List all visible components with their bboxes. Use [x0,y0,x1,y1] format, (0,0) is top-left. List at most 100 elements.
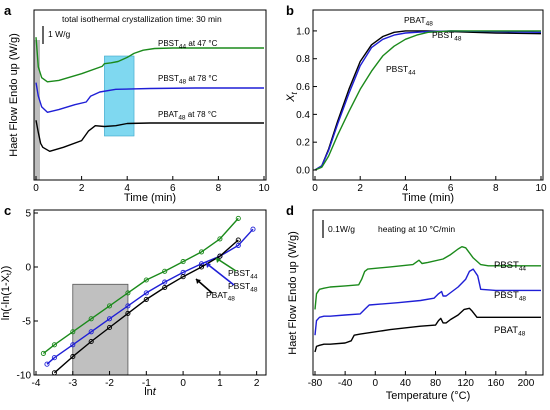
panel-c-point-pbat48 [106,324,113,331]
panel-d-series-line-pbat48 [314,307,541,353]
panel-a-x-tick-label: 8 [216,183,222,194]
panel-c-point-pbst44 [51,342,57,348]
panel-c-point-pbst44 [70,329,76,335]
panel-c-point-pbat48 [125,310,131,316]
panel-c-series-line-pbst44 [42,217,239,354]
panel-d-x-tick-label: 200 [518,378,535,389]
panel-b-y-tick-label: 0.0 [296,166,310,177]
panel-c-point-pbst44 [106,303,113,309]
panel-c-y-tick-label: 0 [25,263,31,274]
panel-c-x-tick-label: 0 [180,378,186,389]
panel-a-highlight-box [104,55,135,137]
panel-d-series-label-pbst44: PBST44 [494,260,526,273]
panel-a-x-tick-label: 2 [79,183,85,194]
panel-c-arrowhead [196,279,201,284]
panel-c-point-pbst44 [88,316,94,322]
panel-c-y-tick-label: -10 [17,371,32,382]
panel-d-xlabel: Temperature (°C) [386,390,470,402]
panel-a-annotation: total isothermal crystallization time: 3… [62,14,222,24]
panel-c-point-pbat48 [235,237,241,243]
panel-a-xlabel: Time (min) [124,192,176,204]
panel-d-ylabel: Haet Flow Endo up (W/g) [287,231,299,355]
panel-b-x-tick-label: 10 [535,183,547,194]
panel-a-scalebar-label: 1 W/g [48,29,70,39]
panel-d-x-tick-label: -40 [338,378,353,389]
panel-c-arrowhead [206,263,211,268]
panel-b: b 0 2 4 6 8 10 0.00.20.40.60.81.0 Time (min) … [285,3,547,204]
panel-b-x-tick-label: 0 [312,183,318,194]
panel-a-series-line-pbst44 [35,37,264,83]
panel-c-point-pbst48 [250,226,256,232]
panel-b-series-line-pbst44 [314,30,541,171]
panel-c-x-tick-label: -2 [105,378,114,389]
panel-a-frame [33,9,267,181]
panel-c-x-tick-label: -3 [68,378,77,389]
panel-a: a total isothermal crystallization time:… [4,3,270,204]
panel-b-x-tick-label: 8 [493,183,499,194]
panel-c-xlabel: lnt [144,386,157,398]
panel-c-point-pbst44 [217,236,223,242]
panel-c-y-tick-label: -5 [22,317,31,328]
panel-b-label: b [286,3,294,18]
panel-d-annotation: heating at 10 °C/min [378,224,455,234]
panel-c-point-pbat48 [180,274,186,280]
panel-c-point-pbat48 [88,338,94,345]
panel-a-series-label-pbst44: PBST44 at 47 °C [158,39,218,51]
panel-d-series-label-pbat48: PBAT48 [494,325,526,338]
panel-d-frame [312,209,544,376]
panel-c-point-pbst48 [44,361,50,367]
panel-c-point-pbst48 [70,342,76,348]
panel-d-label: d [286,203,294,218]
panel-b-y-tick-label: 0.6 [296,82,310,93]
panel-c-point-pbst48 [125,303,131,309]
panel-a-x-tick-label: 6 [170,183,176,194]
panel-b-xlabel: Time (min) [402,192,454,204]
panel-c-point-pbst48 [88,329,94,335]
panel-b-y-tick-label: 0.8 [296,54,310,65]
panel-a-initial-shade [34,40,40,180]
panel-c-y-tick-label: 5 [25,209,31,220]
panel-d-scalebar-label: 0.1W/g [328,224,355,234]
panel-c-point-pbst44 [143,277,149,283]
panel-c-point-pbst48 [162,279,168,285]
panel-c-point-pbst48 [143,290,149,296]
panel-c-point-pbst48 [198,261,205,267]
panel-a-x-tick-label: 10 [258,183,270,194]
panel-c-x-tick-label: 1 [217,378,223,389]
panel-c-frame [33,209,267,376]
panel-c-series-label-pbat48: PBAT48 [206,290,235,303]
panel-d-x-tick-label: 160 [487,378,504,389]
panel-c-point-pbat48 [217,253,223,259]
panel-c-label: c [4,203,11,218]
panel-b-frame [312,9,544,181]
panel-a-series-line-pbst48 [35,82,264,114]
panel-c-point-pbst44 [180,259,186,265]
panel-c-series-label-pbst44: PBST44 [228,268,258,281]
panel-d-x-tick-label: 120 [457,378,474,389]
panel-c-point-pbst48 [51,355,57,361]
panel-c-series-label-pbst48: PBST48 [228,281,258,294]
panel-b-series-label-pbat48: PBAT48 [404,15,433,28]
panel-b-ylabel-main: Xt [285,91,299,102]
panel-c-point-pbst44 [198,249,205,255]
panel-b-y-tick-label: 1.0 [296,26,310,37]
panel-c-x-tick-label: -1 [142,378,151,389]
panel-c-arrowhead [216,258,221,263]
panel-c-point-pbst48 [235,242,241,248]
panel-a-label: a [4,3,12,18]
panel-a-x-tick-label: 0 [33,183,39,194]
panel-c-point-pbat48 [70,354,76,360]
panel-b-y-tick-label: 0.2 [296,138,310,149]
panel-b-x-tick-label: 4 [403,183,409,194]
panel-d-x-tick-label: 40 [400,378,412,389]
panel-a-series-label-pbat48: PBAT48 at 78 °C [158,110,217,122]
panel-c-point-pbst44 [162,268,168,274]
panel-c-point-pbst44 [40,350,46,356]
panel-a-ylabel: Haet Flow Endo up (W/g) [8,33,20,157]
panel-d-x-tick-label: -80 [308,378,323,389]
panel-a-series-label-pbst48: PBST48 at 78 °C [158,74,218,86]
panel-b-x-tick-label: 2 [357,183,363,194]
panel-b-y-tick-label: 0.4 [296,110,310,121]
panel-d-series-line-pbst44 [314,245,541,310]
